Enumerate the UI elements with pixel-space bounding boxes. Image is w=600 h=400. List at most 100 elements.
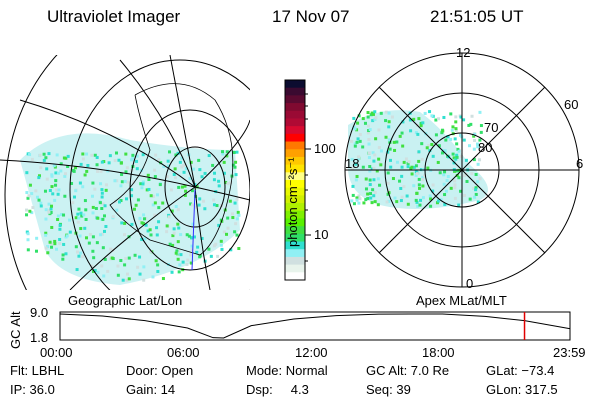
- emission-pixel: [387, 125, 391, 129]
- emission-pixel: [74, 245, 78, 249]
- emission-pixel: [96, 216, 100, 220]
- emission-pixel: [367, 129, 371, 133]
- emission-pixel: [456, 147, 460, 151]
- emission-pixel: [428, 110, 432, 114]
- emission-pixel: [456, 169, 460, 173]
- emission-pixel: [53, 239, 57, 243]
- emission-pixel: [58, 227, 62, 231]
- emission-pixel: [129, 158, 133, 162]
- emission-pixel: [368, 169, 372, 173]
- emission-pixel: [219, 239, 223, 243]
- emission-pixel: [352, 116, 356, 120]
- emission-pixel: [93, 187, 97, 191]
- emission-pixel: [172, 231, 176, 235]
- emission-pixel: [197, 158, 201, 162]
- emission-pixel: [161, 277, 165, 281]
- emission-pixel: [443, 150, 447, 154]
- emission-pixel: [25, 230, 29, 234]
- emission-pixel: [390, 115, 394, 119]
- emission-pixel: [50, 245, 54, 249]
- emission-pixel: [142, 265, 146, 269]
- emission-pixel: [134, 203, 138, 207]
- emission-pixel: [78, 234, 82, 238]
- emission-pixel: [421, 196, 425, 200]
- emission-pixel: [54, 179, 58, 183]
- emission-pixel: [161, 201, 165, 205]
- emission-pixel: [442, 115, 446, 119]
- emission-pixel: [431, 189, 435, 193]
- emission-pixel: [168, 242, 172, 246]
- emission-pixel: [79, 227, 83, 231]
- emission-pixel: [431, 183, 435, 187]
- emission-pixel: [407, 160, 411, 164]
- emission-pixel: [370, 167, 374, 171]
- emission-pixel: [235, 217, 239, 221]
- emission-pixel: [430, 142, 434, 146]
- emission-pixel: [233, 165, 237, 169]
- emission-pixel: [132, 180, 136, 184]
- emission-pixel: [371, 188, 375, 192]
- emission-pixel: [165, 175, 169, 179]
- emission-pixel: [222, 160, 226, 164]
- emission-pixel: [473, 138, 477, 142]
- emission-pixel: [443, 170, 447, 174]
- emission-pixel: [458, 133, 462, 137]
- emission-pixel: [357, 155, 361, 159]
- emission-pixel: [467, 144, 471, 148]
- emission-pixel: [368, 183, 372, 187]
- emission-pixel: [46, 245, 50, 249]
- emission-pixel: [379, 163, 383, 167]
- emission-pixel: [476, 145, 480, 149]
- emission-pixel: [207, 247, 211, 251]
- emission-pixel: [442, 173, 446, 177]
- emission-pixel: [50, 174, 54, 178]
- emission-pixel: [371, 119, 375, 123]
- emission-pixel: [124, 257, 128, 261]
- emission-pixel: [96, 169, 100, 173]
- emission-pixel: [25, 213, 29, 217]
- emission-pixel: [226, 226, 230, 230]
- emission-pixel: [412, 117, 416, 121]
- emission-pixel: [472, 186, 476, 190]
- emission-pixel: [93, 269, 97, 273]
- emission-pixel: [428, 149, 432, 153]
- emission-pixel: [53, 198, 57, 202]
- emission-pixel: [358, 133, 362, 137]
- emission-pixel: [373, 200, 377, 204]
- dsp-info: Dsp: 4.3: [246, 382, 309, 397]
- emission-pixel: [409, 129, 413, 133]
- emission-pixel: [225, 154, 229, 158]
- emission-pixel: [414, 173, 418, 177]
- emission-pixel: [140, 237, 144, 241]
- emission-pixel: [79, 162, 83, 166]
- emission-pixel: [157, 158, 161, 162]
- emission-pixel: [228, 181, 232, 185]
- emission-pixel: [104, 224, 108, 228]
- emission-pixel: [364, 187, 368, 191]
- emission-pixel: [400, 131, 404, 135]
- emission-pixel: [237, 213, 241, 217]
- emission-pixel: [219, 243, 223, 247]
- colorbar-band: [285, 218, 305, 227]
- emission-pixel: [217, 223, 221, 227]
- emission-pixel: [85, 152, 89, 156]
- emission-pixel: [194, 205, 198, 209]
- emission-pixel: [35, 236, 39, 240]
- xtick-1200: 12:00: [295, 345, 328, 360]
- emission-pixel: [180, 185, 184, 189]
- emission-pixel: [79, 211, 83, 215]
- emission-pixel: [131, 156, 135, 160]
- emission-pixel: [75, 250, 79, 254]
- emission-pixel: [472, 158, 476, 162]
- emission-pixel: [95, 163, 99, 167]
- emission-pixel: [189, 202, 193, 206]
- emission-pixel: [179, 233, 183, 237]
- emission-pixel: [200, 236, 204, 240]
- emission-pixel: [100, 191, 104, 195]
- emission-pixel: [191, 222, 195, 226]
- emission-pixel: [376, 177, 380, 181]
- emission-pixel: [353, 144, 357, 148]
- emission-pixel: [233, 201, 237, 205]
- emission-pixel: [92, 256, 96, 260]
- emission-pixel: [79, 251, 83, 255]
